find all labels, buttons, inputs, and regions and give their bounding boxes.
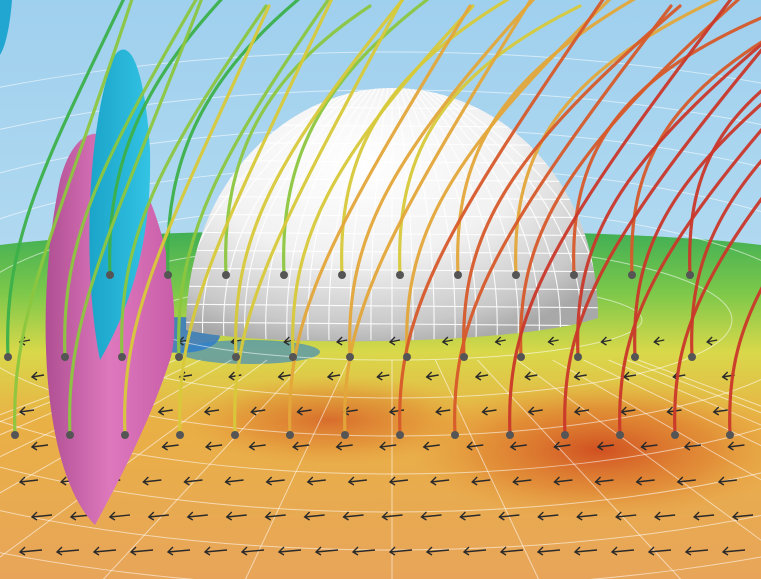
- seed-point: [396, 431, 404, 439]
- seed-point: [671, 431, 679, 439]
- seed-point: [341, 431, 349, 439]
- seed-point: [280, 271, 288, 279]
- seed-point: [517, 353, 525, 361]
- seed-point: [118, 353, 126, 361]
- seed-point: [4, 353, 12, 361]
- seed-point: [403, 353, 411, 361]
- seed-point: [570, 271, 578, 279]
- seed-point: [460, 353, 468, 361]
- seed-point: [222, 271, 230, 279]
- seed-point: [628, 271, 636, 279]
- seed-point: [616, 431, 624, 439]
- seed-point: [512, 271, 520, 279]
- seed-point: [338, 271, 346, 279]
- seed-point: [726, 431, 734, 439]
- page: (() => { const data = JSON.parse(documen…: [0, 0, 761, 579]
- seed-point: [164, 271, 172, 279]
- seed-point: [66, 431, 74, 439]
- seed-point: [175, 353, 183, 361]
- seed-point: [232, 353, 240, 361]
- seed-point: [574, 353, 582, 361]
- seed-point: [346, 353, 354, 361]
- seed-point: [686, 271, 694, 279]
- seed-point: [286, 431, 294, 439]
- seed-point: [11, 431, 19, 439]
- seed-point: [176, 431, 184, 439]
- heat-region: [180, 375, 480, 465]
- seed-point: [561, 431, 569, 439]
- seed-point: [289, 353, 297, 361]
- seed-point: [688, 353, 696, 361]
- seed-point: [121, 431, 129, 439]
- seed-point: [106, 271, 114, 279]
- seed-point: [451, 431, 459, 439]
- seed-point: [454, 271, 462, 279]
- seed-point: [396, 271, 404, 279]
- seed-point: [506, 431, 514, 439]
- seed-point: [61, 353, 69, 361]
- flow-visualization: [0, 0, 761, 579]
- seed-point: [631, 353, 639, 361]
- seed-point: [231, 431, 239, 439]
